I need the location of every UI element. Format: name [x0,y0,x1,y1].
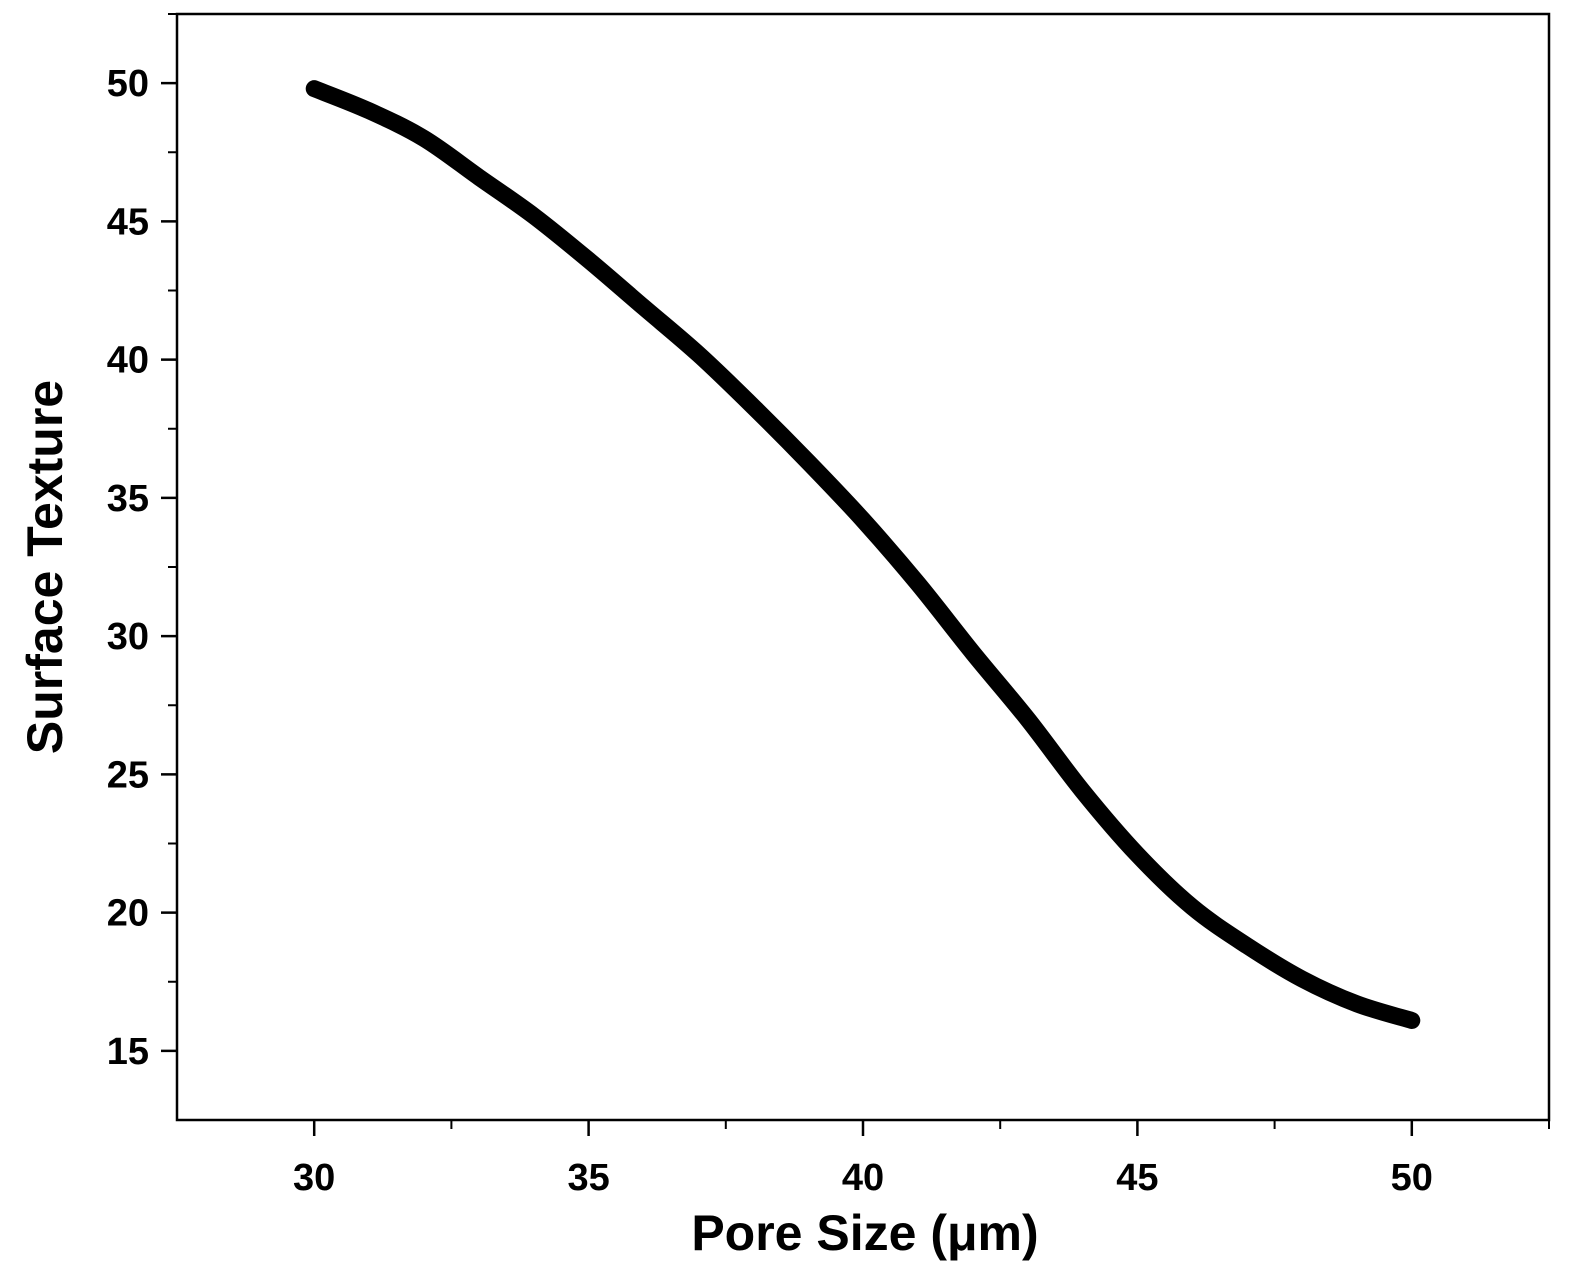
x-axis-ticks [312,1120,1550,1136]
plot-frame [175,12,1551,1122]
y-axis-tick-labels: 15 20 25 30 35 40 45 50 [107,63,149,1073]
x-axis-tick-labels: 30 35 40 45 50 [293,1157,1433,1199]
x-tick-label: 40 [842,1157,884,1199]
x-axis-title: Pore Size (μm) [691,1205,1038,1261]
y-tick-label: 35 [107,478,149,520]
plot-area: 30 35 40 45 50 15 20 25 30 35 40 45 50 [107,12,1551,1199]
y-tick-label: 20 [107,893,149,935]
y-tick-label: 15 [107,1031,149,1073]
y-axis-ticks [161,13,177,1053]
x-tick-label: 50 [1391,1157,1433,1199]
y-tick-label: 45 [107,201,149,243]
y-axis-title: Surface Texture [17,380,73,754]
y-tick-label: 50 [107,63,149,105]
x-tick-label: 45 [1116,1157,1158,1199]
y-tick-label: 30 [107,616,149,658]
y-tick-label: 40 [107,340,149,382]
x-tick-label: 30 [293,1157,335,1199]
x-tick-label: 35 [567,1157,609,1199]
y-tick-label: 25 [107,754,149,796]
data-line [305,80,1421,1029]
